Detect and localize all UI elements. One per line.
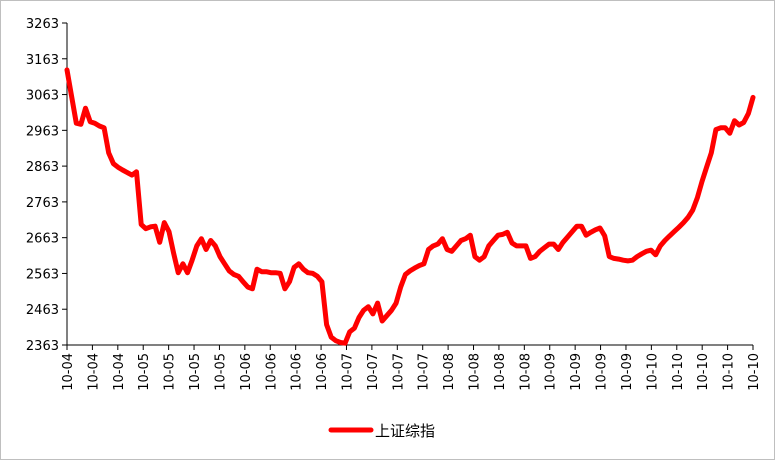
x-tick-label: 10-04 [61, 353, 76, 391]
x-tick-label: 10-05 [137, 353, 152, 391]
x-tick-label: 10-10 [671, 353, 686, 391]
x-tick-label: 10-05 [213, 353, 228, 391]
x-tick-label: 10-05 [188, 353, 203, 391]
x-tick-label: 10-06 [264, 353, 279, 391]
x-tick-label: 10-07 [391, 353, 406, 391]
x-tick-label: 10-04 [112, 353, 127, 391]
y-tick-label: 2763 [26, 196, 59, 211]
y-axis: 3263 3163 3063 2963 2863 2763 2663 2563 2463 2363 [26, 17, 68, 354]
x-tick-label: 10-06 [239, 353, 254, 391]
x-tick-label: 10-07 [340, 353, 355, 391]
y-tick-label: 2563 [26, 267, 59, 282]
x-tick-label: 10-09 [595, 353, 610, 391]
x-tick-label: 10-09 [569, 353, 584, 391]
y-tick-label: 2463 [26, 303, 59, 318]
series-line-0 [64, 67, 756, 346]
x-tick-label: 10-10 [696, 353, 711, 391]
x-tick-label: 10-07 [366, 353, 381, 391]
y-tick-label: 3163 [26, 53, 59, 68]
y-tick-label: 2863 [26, 160, 59, 175]
y-tick-label: 3063 [26, 89, 59, 104]
series-layer [64, 67, 756, 346]
x-tick-label: 10-06 [290, 353, 305, 391]
y-tick-label: 3263 [26, 17, 59, 32]
legend-label: 上证综指 [375, 422, 435, 440]
x-tick-label: 10-08 [518, 353, 533, 391]
y-tick-label: 2663 [26, 232, 59, 247]
x-tick-label: 10-09 [620, 353, 635, 391]
x-tick-label: 10-04 [86, 353, 101, 391]
x-tick-label: 10-07 [417, 353, 432, 391]
y-tick-label: 2363 [26, 339, 59, 354]
x-tick-label: 10-08 [493, 353, 508, 391]
x-tick-label: 10-06 [315, 353, 330, 391]
x-tick-label: 10-09 [544, 353, 559, 391]
x-tick-label: 10-08 [468, 353, 483, 391]
x-tick-label: 10-10 [747, 353, 762, 391]
y-tick-label: 2963 [26, 124, 59, 139]
x-tick-label: 10-10 [645, 353, 660, 391]
x-tick-label: 10-08 [442, 353, 457, 391]
legend: 上证综指 [328, 422, 435, 440]
x-axis: 10-04 10-04 10-04 10-05 10-05 10-05 10-05 10-06… [61, 344, 762, 391]
x-tick-label: 10-10 [722, 353, 737, 391]
x-tick-label: 10-05 [163, 353, 178, 391]
